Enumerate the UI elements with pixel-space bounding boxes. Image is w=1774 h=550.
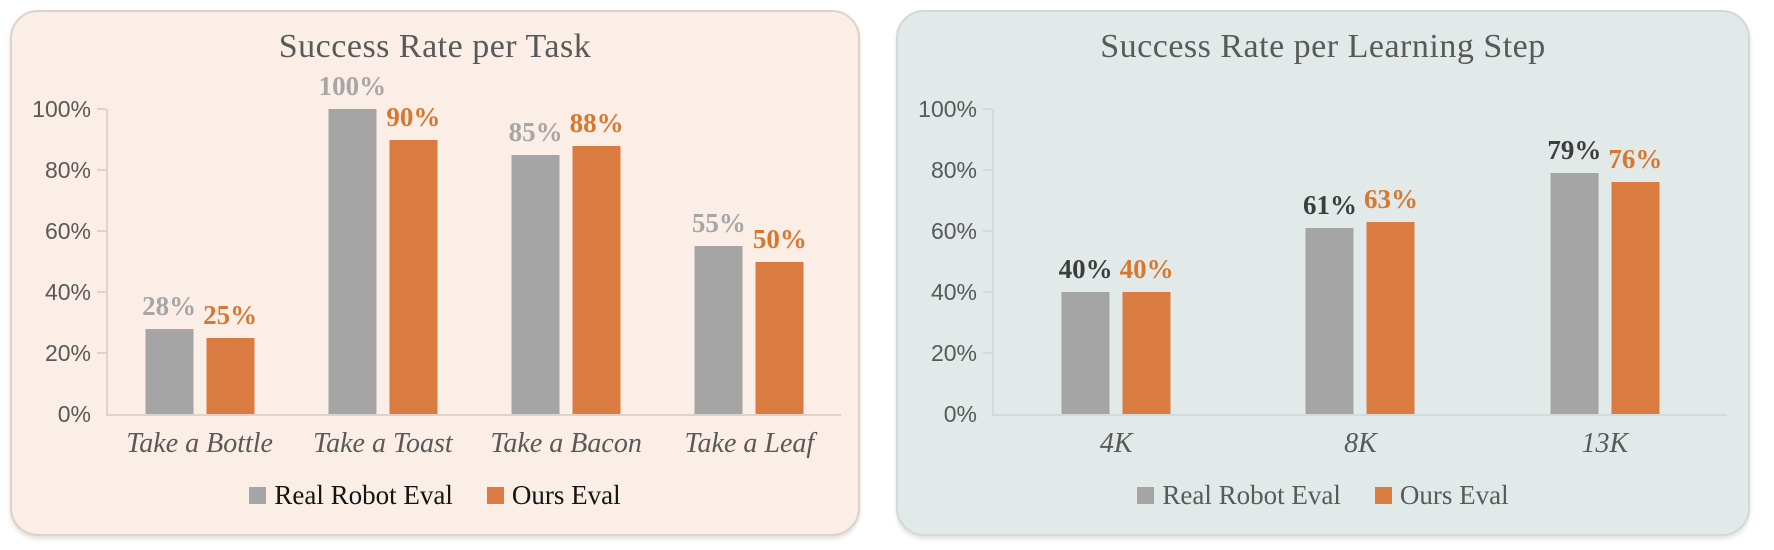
bar-value-label: 40% xyxy=(1058,254,1113,284)
category-label: 8K xyxy=(1344,428,1377,459)
legend: Real Robot Eval Ours Eval xyxy=(12,480,858,511)
legend-swatch-real-robot-eval xyxy=(249,487,267,504)
bar-value-label: 55% xyxy=(691,208,746,239)
legend-label: Ours Eval xyxy=(511,480,621,510)
bar-value-label: 25% xyxy=(203,299,258,330)
legend-item: Real Robot Eval xyxy=(1137,480,1341,511)
plot-area: 0% 20% 40% 60% 80% 100% 40% 40% 4K 61% 63% 8K 79% 76… xyxy=(918,96,1727,459)
legend-item: Ours Eval xyxy=(486,480,621,511)
bar-value-label: 88% xyxy=(569,107,624,138)
bar-value-label: 76% xyxy=(1608,144,1663,175)
y-tick-label: 60% xyxy=(930,218,977,244)
y-tick-mark xyxy=(983,291,992,293)
bar-value-label: 50% xyxy=(752,223,807,254)
bar xyxy=(206,337,255,414)
bar-group: 28% 25% Take a Bottle xyxy=(108,109,291,459)
legend-label: Ours Eval xyxy=(1399,480,1509,510)
y-tick-label: 0% xyxy=(57,401,91,427)
legend-item: Ours Eval xyxy=(1374,480,1509,511)
chart-panel-learning-step: Success Rate per Learning Step 0% 20% 40% 6… xyxy=(896,10,1750,536)
bar xyxy=(694,246,743,414)
y-tick-label: 100% xyxy=(32,96,91,122)
y-tick-label: 80% xyxy=(930,157,977,183)
category-label: Take a Bottle xyxy=(126,428,273,459)
chart-title: Success Rate per Learning Step xyxy=(1100,28,1546,65)
bar xyxy=(389,139,438,414)
legend-swatch-ours-eval xyxy=(1374,487,1392,504)
x-axis-line xyxy=(992,414,1727,416)
bar-group: 100% 90% Take a Toast xyxy=(291,71,474,459)
y-tick-label: 40% xyxy=(930,279,977,305)
bar xyxy=(1122,292,1171,414)
y-tick-mark xyxy=(97,169,106,171)
bar xyxy=(511,154,560,414)
bar-group: 61% 63% 8K xyxy=(1238,109,1482,459)
bar-group: 40% 40% 4K xyxy=(994,109,1238,459)
bar xyxy=(1061,292,1110,414)
y-tick-label: 60% xyxy=(44,218,91,244)
bar-group: 79% 76% 13K xyxy=(1483,109,1727,459)
category-label: 13K xyxy=(1581,428,1629,459)
bar-value-label: 90% xyxy=(386,101,441,132)
legend-swatch-ours-eval xyxy=(486,487,504,504)
category-label: Take a Toast xyxy=(313,428,453,459)
bar xyxy=(1366,221,1415,414)
category-label: Take a Leaf xyxy=(684,428,815,459)
y-tick-label: 20% xyxy=(930,340,977,366)
y-axis-line xyxy=(106,109,108,414)
legend: Real Robot Eval Ours Eval xyxy=(898,480,1748,511)
y-tick-mark xyxy=(97,352,106,354)
chart-panel-task: Success Rate per Task 0% 20% 40% 60% 80% 100%… xyxy=(10,10,860,536)
category-label: Take a Bacon xyxy=(490,428,642,459)
bar-group: 85% 88% Take a Bacon xyxy=(475,107,658,459)
bar-value-label: 61% xyxy=(1302,189,1357,220)
bar xyxy=(572,145,621,414)
bar xyxy=(328,109,377,414)
y-tick-label: 100% xyxy=(918,96,977,122)
bar-value-label: 100% xyxy=(318,71,387,101)
y-tick-mark xyxy=(983,108,992,110)
y-tick-mark xyxy=(983,352,992,354)
bar-groups: 40% 40% 4K 61% 63% 8K 79% 76% 13K xyxy=(994,109,1727,459)
legend-label: Real Robot Eval xyxy=(274,480,453,510)
bar xyxy=(755,261,804,414)
bar-value-label: 63% xyxy=(1363,183,1418,214)
bar-value-label: 85% xyxy=(508,116,563,147)
bar xyxy=(1550,173,1599,414)
legend-label: Real Robot Eval xyxy=(1162,480,1341,510)
bar-groups: 28% 25% Take a Bottle 100% 90% Take a Toast 85… xyxy=(108,71,841,459)
bar-value-label: 40% xyxy=(1119,254,1174,284)
bar-value-label: 79% xyxy=(1547,135,1602,166)
bar-group: 55% 50% Take a Leaf xyxy=(658,109,841,459)
plot-area: 0% 20% 40% 60% 80% 100% 28% 25% Take a Bottle 10… xyxy=(32,71,841,459)
bar xyxy=(1305,227,1354,414)
bar xyxy=(145,328,194,414)
y-tick-mark xyxy=(983,230,992,232)
category-label: 4K xyxy=(1099,428,1133,459)
chart-title: Success Rate per Task xyxy=(278,28,592,65)
legend-item: Real Robot Eval xyxy=(249,480,453,511)
y-axis-line xyxy=(992,109,994,414)
bar-value-label: 28% xyxy=(142,290,197,321)
y-tick-label: 0% xyxy=(943,401,977,427)
x-axis-line xyxy=(106,414,841,416)
y-tick-mark xyxy=(97,230,106,232)
y-tick-mark xyxy=(97,108,106,110)
y-tick-mark xyxy=(983,169,992,171)
y-tick-mark xyxy=(97,291,106,293)
y-tick-label: 80% xyxy=(44,157,91,183)
y-tick-label: 40% xyxy=(44,279,91,305)
bar xyxy=(1611,182,1660,414)
y-tick-label: 20% xyxy=(44,340,91,366)
legend-swatch-real-robot-eval xyxy=(1137,487,1155,504)
